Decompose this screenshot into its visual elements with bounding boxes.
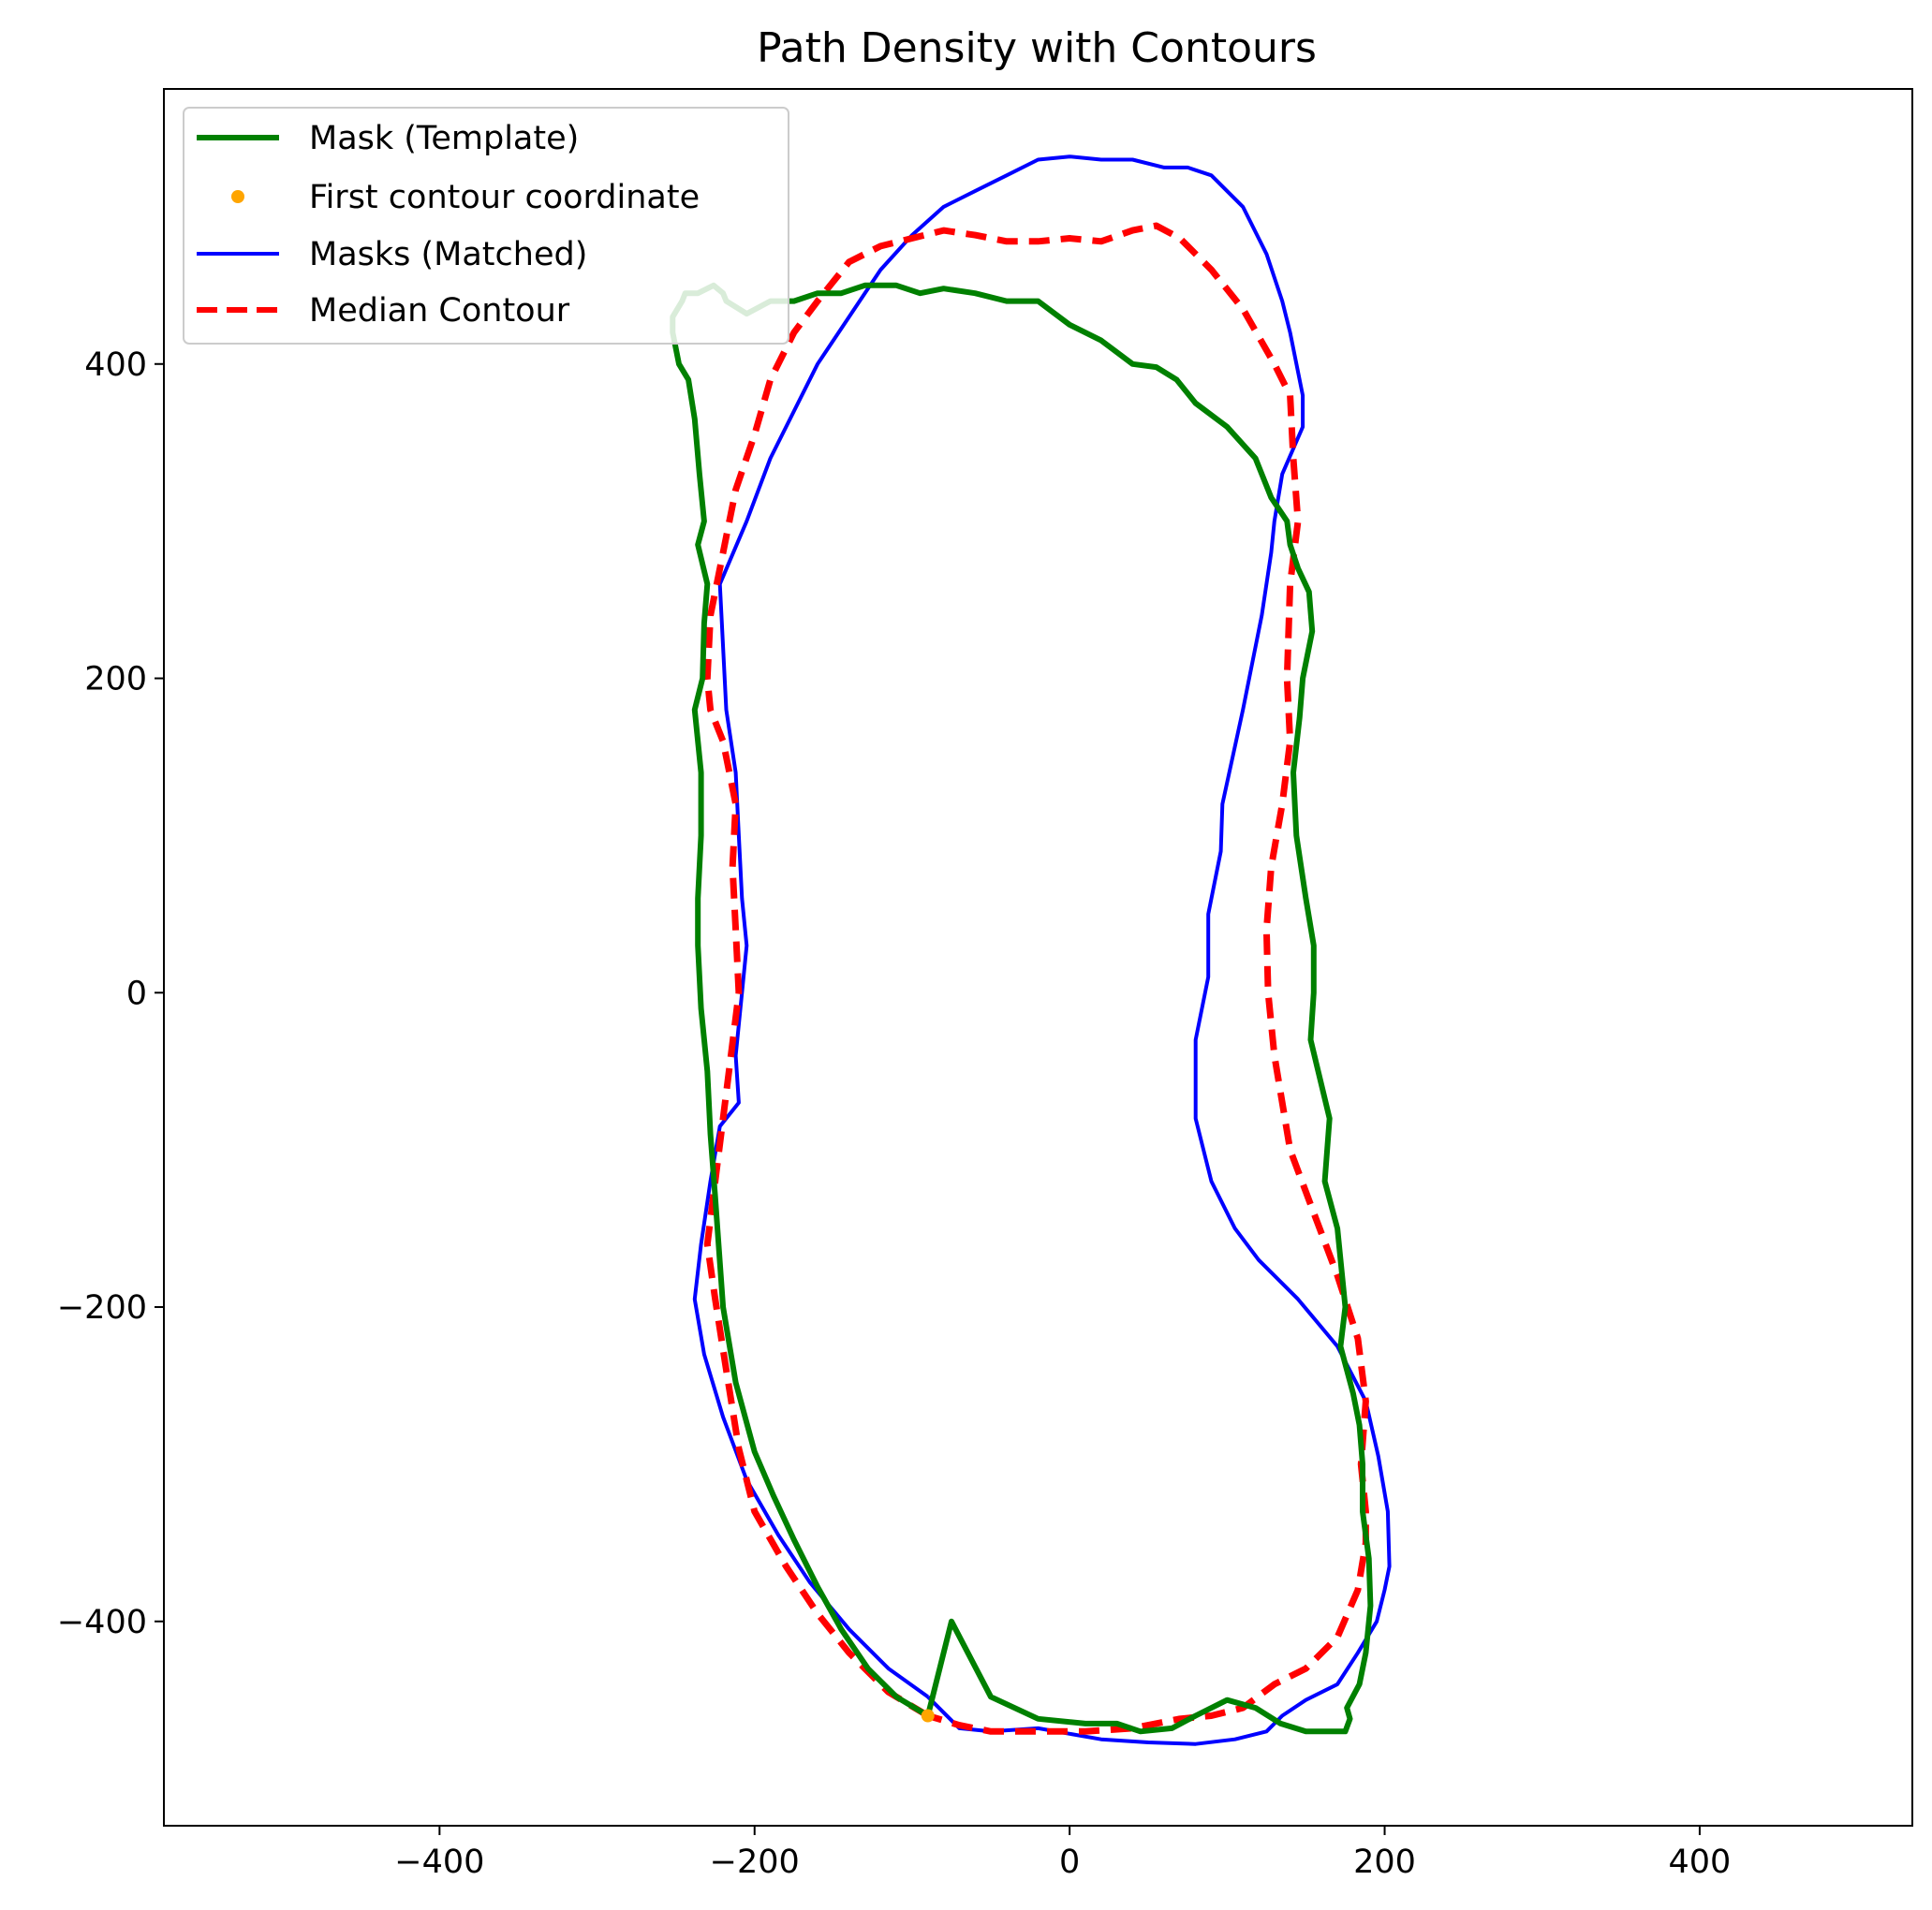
series-layer [670, 154, 1392, 1746]
y-tick-label: 200 [84, 661, 147, 698]
y-tick-label: −400 [57, 1604, 147, 1641]
plot-frame [163, 88, 1913, 1827]
x-tick-label: −400 [394, 1844, 484, 1881]
legend-box [183, 107, 789, 345]
y-tick-label: 400 [84, 346, 147, 384]
chart-title: Path Density with Contours [757, 24, 1317, 72]
x-tick-label: −200 [710, 1844, 800, 1881]
x-tick-label: 400 [1669, 1844, 1732, 1881]
legend-label-masks-matched: Masks (Matched) [309, 236, 587, 273]
series-median-contour [703, 222, 1369, 1735]
series-mask-template [670, 282, 1374, 1735]
x-tick-label: 0 [1059, 1844, 1080, 1881]
x-tick-label: 200 [1353, 1844, 1416, 1881]
ticks-layer: −400 −200 0 200 400 −400 −200 0 200 400 [57, 346, 1731, 1881]
legend-label-first-contour-coordinate: First contour coordinate [309, 179, 700, 216]
legend-label-median-contour: Median Contour [309, 292, 570, 330]
series-masks-matched [692, 154, 1392, 1746]
first-contour-coordinate-point [921, 1709, 935, 1723]
y-tick-label: 0 [126, 975, 147, 1012]
legend-label-mask-template: Mask (Template) [309, 120, 579, 157]
y-tick-label: −200 [57, 1289, 147, 1327]
legend: Mask (Template) First contour coordinate… [183, 107, 789, 345]
legend-swatch-first-contour-coordinate [231, 190, 244, 203]
